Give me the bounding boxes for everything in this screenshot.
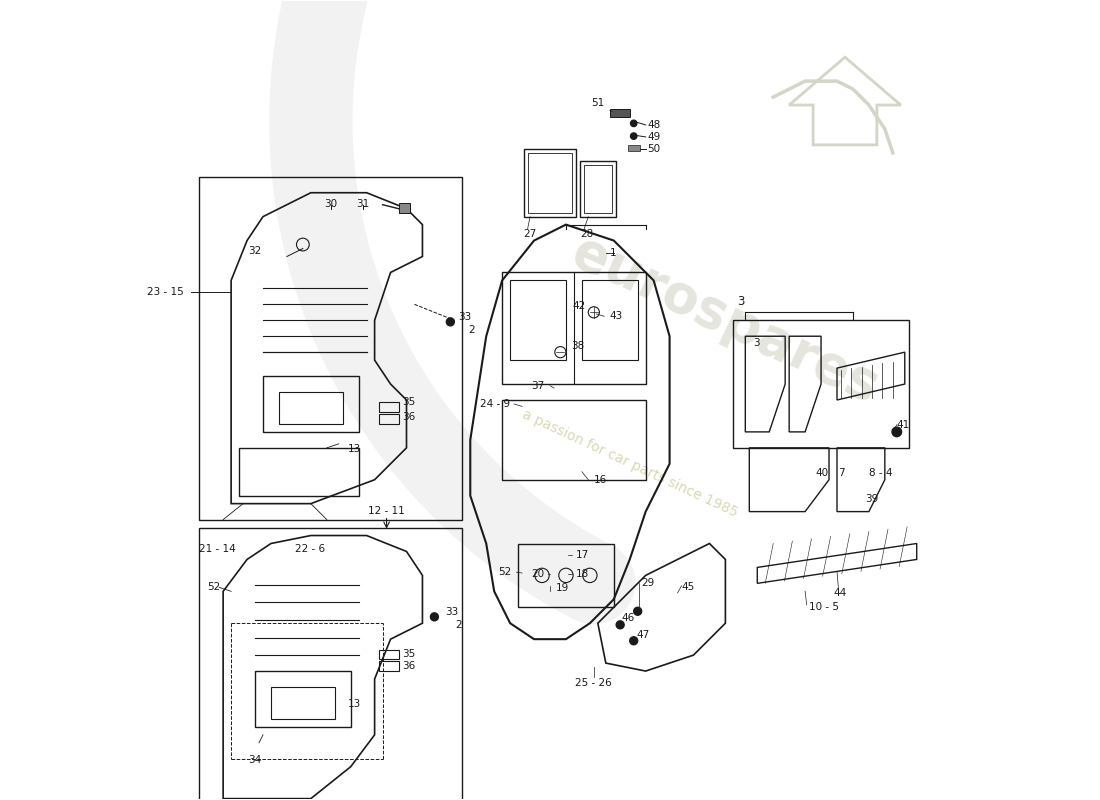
Bar xyxy=(524,149,575,217)
Bar xyxy=(581,161,616,217)
Text: 45: 45 xyxy=(682,582,695,592)
Text: 25 - 26: 25 - 26 xyxy=(575,678,613,688)
Text: 33: 33 xyxy=(459,312,472,322)
Bar xyxy=(518,543,614,607)
Text: 42: 42 xyxy=(573,301,586,311)
Text: 37: 37 xyxy=(531,381,544,390)
Text: 30: 30 xyxy=(324,198,338,209)
Text: 7: 7 xyxy=(838,468,845,478)
Bar xyxy=(734,320,909,448)
Text: 36: 36 xyxy=(403,412,416,422)
Text: 12 - 11: 12 - 11 xyxy=(368,506,405,515)
Text: 34: 34 xyxy=(249,754,262,765)
Text: 23 - 15: 23 - 15 xyxy=(146,287,184,298)
Text: 33: 33 xyxy=(444,607,458,618)
Text: 39: 39 xyxy=(865,494,878,504)
Text: 29: 29 xyxy=(641,578,654,588)
Text: 21 - 14: 21 - 14 xyxy=(199,543,236,554)
Text: 35: 35 xyxy=(403,398,416,407)
Bar xyxy=(199,527,462,800)
Circle shape xyxy=(616,621,624,629)
Text: 44: 44 xyxy=(833,588,846,598)
Bar xyxy=(510,281,565,360)
Text: 38: 38 xyxy=(571,341,584,350)
Text: 52: 52 xyxy=(498,567,512,578)
Bar xyxy=(582,281,638,360)
Text: 10 - 5: 10 - 5 xyxy=(810,602,839,612)
Text: 40: 40 xyxy=(816,468,829,478)
Text: 16: 16 xyxy=(594,474,607,485)
Text: 19: 19 xyxy=(556,583,569,593)
Text: 28: 28 xyxy=(581,229,594,238)
Text: 17: 17 xyxy=(576,550,590,561)
Text: 31: 31 xyxy=(356,198,370,209)
Circle shape xyxy=(629,637,638,645)
Text: 52: 52 xyxy=(207,582,220,592)
Text: 36: 36 xyxy=(403,662,416,671)
Text: 32: 32 xyxy=(249,246,262,257)
Circle shape xyxy=(430,613,439,621)
Circle shape xyxy=(630,133,637,139)
Bar xyxy=(378,662,398,671)
Bar xyxy=(628,145,640,151)
Text: 13: 13 xyxy=(348,699,361,709)
Text: 48: 48 xyxy=(647,120,660,130)
Text: 1: 1 xyxy=(609,247,616,258)
Text: 22 - 6: 22 - 6 xyxy=(295,543,324,554)
Text: 41: 41 xyxy=(896,420,910,430)
Bar xyxy=(398,203,410,213)
Text: a passion for car parts since 1985: a passion for car parts since 1985 xyxy=(520,407,739,520)
Text: 47: 47 xyxy=(636,630,649,640)
Text: 13: 13 xyxy=(348,444,361,454)
Bar xyxy=(255,671,351,727)
Text: 20: 20 xyxy=(531,569,544,578)
Bar xyxy=(271,687,334,719)
Text: 35: 35 xyxy=(403,649,416,658)
Text: 50: 50 xyxy=(647,144,660,154)
Text: eurospares: eurospares xyxy=(563,226,888,414)
Text: 8 - 4: 8 - 4 xyxy=(869,468,892,478)
Circle shape xyxy=(634,607,641,615)
Text: 3: 3 xyxy=(737,295,745,308)
Bar xyxy=(263,376,359,432)
Circle shape xyxy=(892,427,902,437)
Text: 24 - 9: 24 - 9 xyxy=(480,399,510,409)
Text: 49: 49 xyxy=(647,132,660,142)
Bar xyxy=(378,414,398,424)
Bar xyxy=(528,153,572,213)
Text: 3: 3 xyxy=(754,338,760,347)
Bar xyxy=(584,165,613,213)
Bar xyxy=(503,273,646,384)
Text: 27: 27 xyxy=(524,229,537,238)
Text: 2: 2 xyxy=(455,620,462,630)
Text: 46: 46 xyxy=(621,613,635,622)
Bar xyxy=(239,448,359,496)
Bar xyxy=(279,392,343,424)
Bar xyxy=(609,109,629,117)
Text: 51: 51 xyxy=(591,98,604,108)
Bar xyxy=(378,402,398,412)
Bar xyxy=(503,400,646,480)
Circle shape xyxy=(630,120,637,126)
Bar xyxy=(378,650,398,659)
Text: 18: 18 xyxy=(576,569,590,578)
Text: 2: 2 xyxy=(469,325,475,335)
Text: 43: 43 xyxy=(609,311,623,322)
Bar xyxy=(199,177,462,519)
Circle shape xyxy=(447,318,454,326)
